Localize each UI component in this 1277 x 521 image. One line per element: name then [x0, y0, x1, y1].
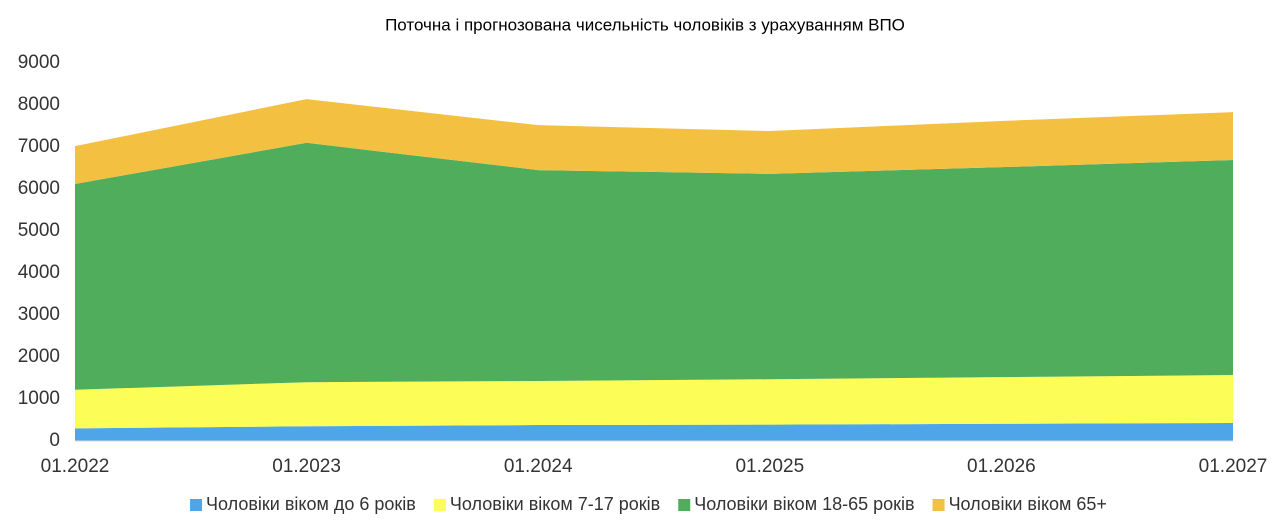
x-tick-label: 01.2026: [967, 456, 1036, 477]
legend-label: Чоловіки віком 7-17 років: [450, 494, 660, 514]
y-tick-label: 7000: [18, 136, 60, 157]
legend-swatch: [190, 499, 203, 511]
x-tick-label: 01.2027: [1199, 456, 1268, 477]
legend-label: Чоловіки віком 65+: [949, 494, 1107, 514]
legend-swatch: [433, 499, 446, 511]
legend-label: Чоловіки віком 18-65 років: [694, 494, 914, 514]
x-tick-label: 01.2022: [41, 456, 110, 477]
y-tick-label: 3000: [18, 304, 60, 325]
y-tick-label: 5000: [18, 220, 60, 241]
y-tick-label: 2000: [18, 346, 60, 367]
area: [75, 422, 1233, 441]
y-tick-label: 8000: [18, 94, 60, 115]
area: [75, 375, 1233, 429]
legend-swatch: [678, 499, 691, 511]
x-tick-label: 01.2024: [504, 456, 573, 477]
chart-title: Поточна і прогнозована чисельність чолов…: [385, 15, 905, 34]
legend-label: Чоловіки віком до 6 років: [206, 494, 416, 514]
x-tick-label: 01.2023: [272, 456, 341, 477]
y-tick-label: 4000: [18, 262, 60, 283]
y-tick-label: 0: [49, 430, 60, 451]
x-tick-label: 01.2025: [735, 456, 804, 477]
area: [75, 99, 1233, 184]
y-tick-label: 1000: [18, 388, 60, 409]
legend-swatch: [932, 499, 945, 511]
area: [75, 142, 1233, 390]
y-tick-label: 6000: [18, 178, 60, 199]
y-tick-label: 9000: [18, 52, 60, 73]
